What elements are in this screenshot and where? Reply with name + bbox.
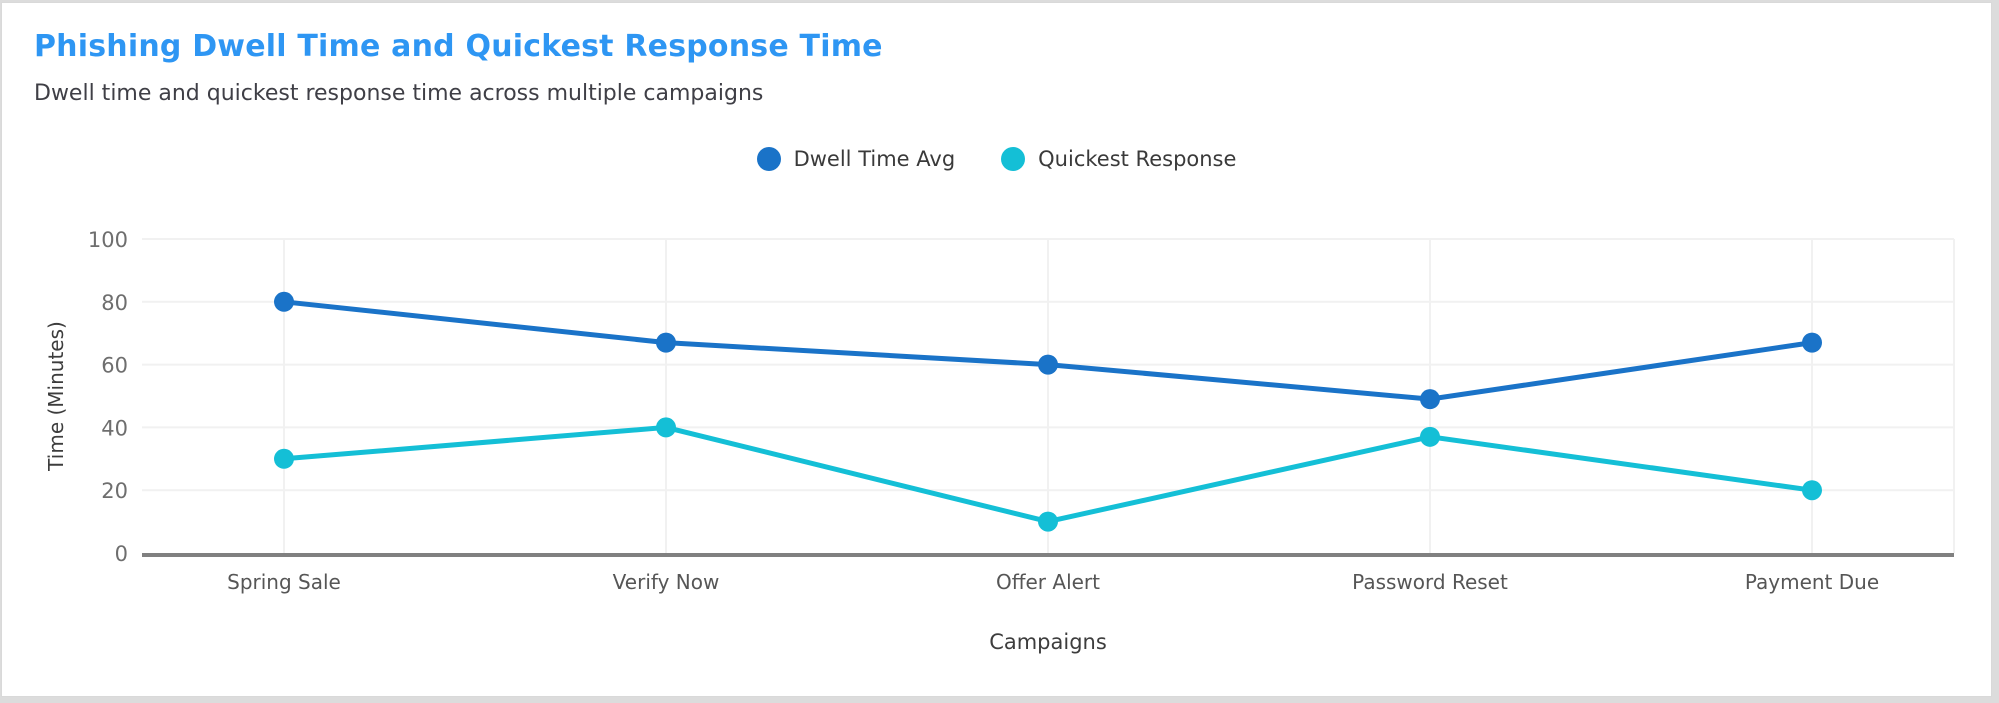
x-category-label: Offer Alert [996,570,1100,594]
data-point-dwell-time-avg-0[interactable] [274,291,294,312]
y-tick-label: 40 [101,416,128,440]
y-tick-label: 0 [115,542,128,566]
data-point-quickest-response-4[interactable] [1802,480,1822,501]
legend-label-dwell-time-avg: Dwell Time Avg [793,147,956,171]
legend-swatch-dwell-time-avg [756,147,781,171]
data-point-quickest-response-1[interactable] [656,417,676,438]
x-category-label: Verify Now [613,570,720,594]
data-point-quickest-response-0[interactable] [274,448,294,469]
legend-item-quickest-response[interactable]: Quickest Response [1001,147,1236,171]
legend-item-dwell-time-avg[interactable]: Dwell Time Avg [756,147,956,171]
y-axis-title: Time (Minutes) [44,321,68,472]
page-title: Phishing Dwell Time and Quickest Respons… [34,29,883,64]
page-subtitle: Dwell time and quickest response time ac… [34,81,764,106]
y-tick-label: 80 [101,291,128,315]
y-tick-label: 20 [101,479,128,503]
legend: Dwell Time Avg Quickest Response [2,147,1991,171]
data-point-dwell-time-avg-3[interactable] [1420,389,1440,410]
data-point-quickest-response-2[interactable] [1038,511,1058,532]
x-axis-title: Campaigns [989,630,1107,654]
data-point-dwell-time-avg-2[interactable] [1038,354,1058,375]
y-tick-label: 60 [101,354,128,378]
data-point-dwell-time-avg-1[interactable] [656,332,676,353]
data-point-quickest-response-3[interactable] [1420,426,1440,447]
line-chart-svg: 0 20 40 60 80 100 Spring Sale Verify Now Offer A… [44,228,1955,654]
legend-swatch-quickest-response [1001,147,1026,171]
x-category-label: Password Reset [1352,570,1508,594]
legend-label-quickest-response: Quickest Response [1038,147,1237,171]
x-category-label: Spring Sale [227,570,341,594]
x-category-label: Payment Due [1745,570,1879,594]
data-point-dwell-time-avg-4[interactable] [1802,332,1822,353]
y-tick-label: 100 [88,228,128,252]
